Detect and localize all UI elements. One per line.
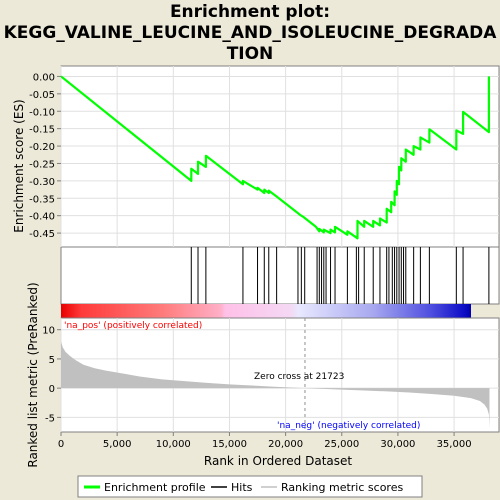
- legend-hits: Hits: [231, 481, 253, 494]
- es-y-axis-label: Enrichment score (ES): [12, 99, 26, 232]
- es-tick-label: -0.25: [29, 159, 55, 170]
- metric-tick-label: 0: [49, 384, 55, 395]
- title-line-3: TION: [226, 44, 274, 64]
- x-tick-label: 15,000: [212, 439, 247, 450]
- x-tick-label: 30,000: [380, 439, 415, 450]
- es-tick-label: -0.30: [29, 177, 55, 188]
- x-ticks: 0 5,000 10,000 15,000 20,000 25,000 30,000 35,0…: [58, 432, 472, 450]
- x-tick-label: 0: [58, 439, 64, 450]
- es-tick-label: -0.40: [29, 212, 55, 223]
- es-tick-label: 0.00: [33, 72, 55, 83]
- legend-ranking-metric: Ranking metric scores: [281, 481, 403, 494]
- legend-enrichment-profile: Enrichment profile: [104, 481, 206, 494]
- metric-tick-label: 10: [42, 326, 55, 337]
- x-tick-label: 25,000: [324, 439, 359, 450]
- x-tick-label: 5,000: [103, 439, 132, 450]
- plot-title: Enrichment plot: KEGG_VALINE_LEUCINE_AND…: [0, 2, 500, 65]
- es-tick-label: -0.20: [29, 142, 55, 153]
- es-line-group: [61, 75, 490, 240]
- es-tick-label: -0.10: [29, 107, 55, 118]
- na-pos-label: 'na_pos' (positively correlated): [64, 321, 202, 331]
- x-tick-label: 20,000: [268, 439, 303, 450]
- title-line-2: KEGG_VALINE_LEUCINE_AND_ISOLEUCINE_DEGRA…: [3, 23, 497, 43]
- metric-tick-label: 5: [49, 355, 55, 366]
- metric-area-fill: [61, 341, 490, 428]
- rank-color-bar: [61, 304, 471, 318]
- metric-y-axis-label: Ranked list metric (PreRanked): [26, 282, 40, 467]
- hits-group: [190, 247, 490, 304]
- na-neg-label: 'na_neg' (negatively correlated): [277, 421, 420, 431]
- hits-panel: [60, 246, 500, 305]
- es-y-ticks: 0.00 -0.05 -0.10 -0.15 -0.20 -0.25 -0.30 -0.35 -…: [29, 72, 61, 240]
- enrichment-profile-line: [61, 75, 490, 240]
- zero-cross-label: Zero cross at 21723: [254, 372, 344, 382]
- es-tick-label: -0.05: [29, 90, 55, 101]
- metric-y-ticks: 10 5 0 -5: [42, 326, 61, 424]
- title-line-1: Enrichment plot:: [169, 2, 331, 22]
- x-axis-label: Rank in Ordered Dataset: [204, 454, 352, 468]
- metric-tick-label: -5: [45, 413, 55, 424]
- es-tick-label: -0.15: [29, 125, 55, 136]
- metric-area: [61, 341, 490, 428]
- x-tick-label: 10,000: [156, 439, 191, 450]
- legend: Enrichment profile Hits Ranking metric s…: [77, 475, 423, 498]
- es-tick-label: -0.35: [29, 194, 55, 205]
- x-tick-label: 35,000: [437, 439, 472, 450]
- es-panel: [60, 65, 500, 248]
- metric-panel: [60, 317, 500, 433]
- es-tick-label: -0.45: [29, 229, 55, 240]
- es-grid: [60, 66, 499, 247]
